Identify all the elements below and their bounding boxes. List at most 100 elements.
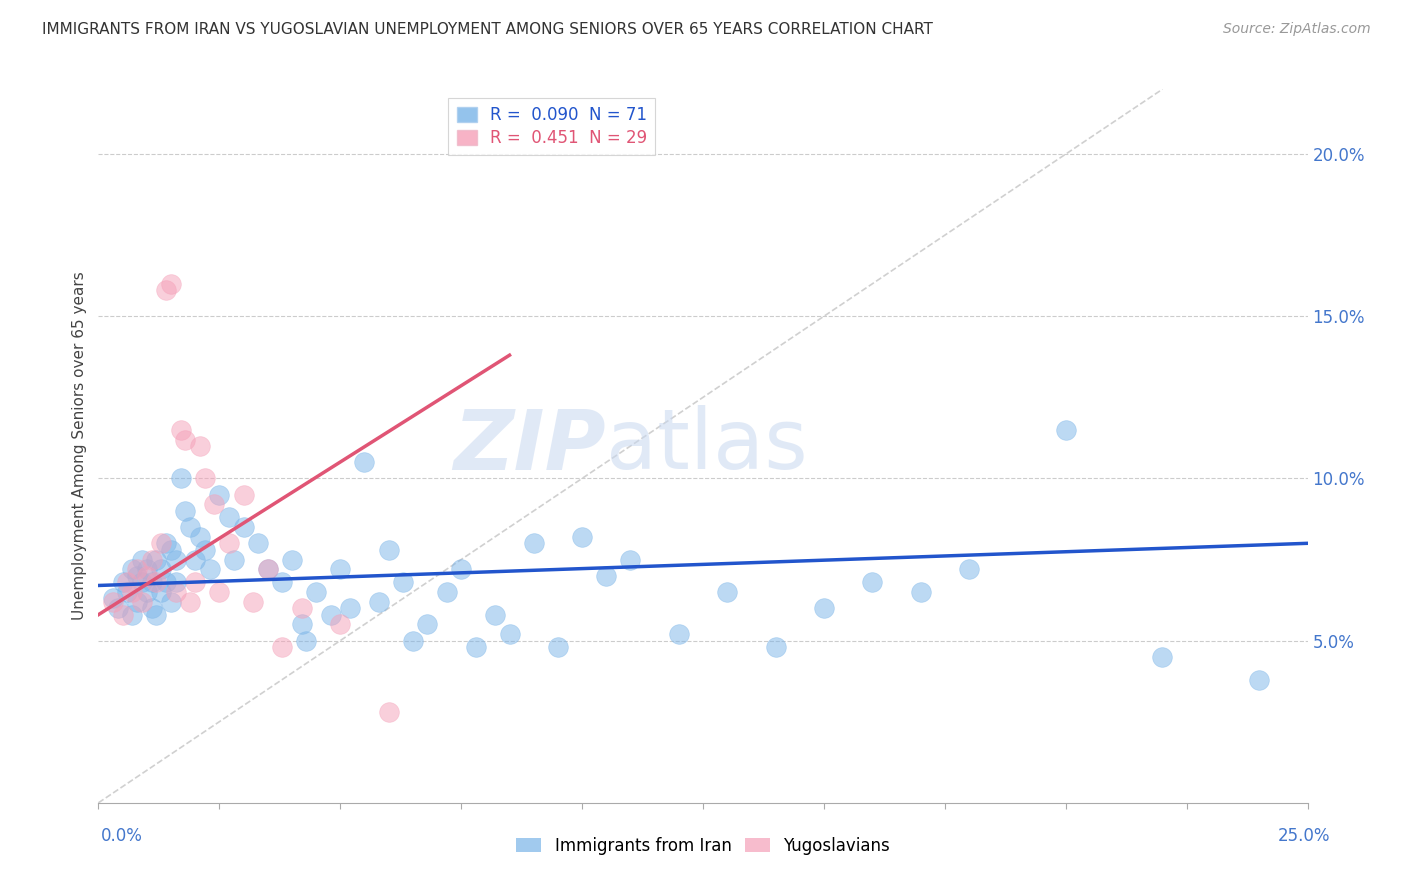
Point xyxy=(416,617,439,632)
Point xyxy=(222,552,245,566)
Point xyxy=(135,585,157,599)
Point xyxy=(464,640,486,654)
Point xyxy=(169,471,191,485)
Point xyxy=(121,585,143,599)
Point xyxy=(208,488,231,502)
Point xyxy=(218,536,240,550)
Point xyxy=(165,552,187,566)
Point xyxy=(184,552,207,566)
Point xyxy=(184,575,207,590)
Point xyxy=(145,575,167,590)
Point xyxy=(111,575,134,590)
Y-axis label: Unemployment Among Seniors over 65 years: Unemployment Among Seniors over 65 years xyxy=(72,272,87,620)
Point xyxy=(392,575,415,590)
Point xyxy=(188,530,211,544)
Point xyxy=(155,536,177,550)
Point xyxy=(436,585,458,599)
Point xyxy=(523,536,546,550)
Point xyxy=(450,562,472,576)
Point xyxy=(377,542,399,557)
Text: atlas: atlas xyxy=(606,406,808,486)
Point xyxy=(135,568,157,582)
Point xyxy=(101,595,124,609)
Point xyxy=(295,633,318,648)
Point xyxy=(218,510,240,524)
Point xyxy=(204,497,226,511)
Point xyxy=(150,562,173,576)
Text: IMMIGRANTS FROM IRAN VS YUGOSLAVIAN UNEMPLOYMENT AMONG SENIORS OVER 65 YEARS COR: IMMIGRANTS FROM IRAN VS YUGOSLAVIAN UNEM… xyxy=(42,22,934,37)
Point xyxy=(305,585,328,599)
Point xyxy=(319,607,342,622)
Point xyxy=(131,575,153,590)
Point xyxy=(256,562,278,576)
Legend: R =  0.090  N = 71, R =  0.451  N = 29: R = 0.090 N = 71, R = 0.451 N = 29 xyxy=(449,97,655,155)
Point xyxy=(160,595,183,609)
Point xyxy=(813,601,835,615)
Point xyxy=(160,542,183,557)
Point xyxy=(498,627,520,641)
Point xyxy=(571,530,593,544)
Point xyxy=(127,562,149,576)
Point xyxy=(121,562,143,576)
Point xyxy=(353,455,375,469)
Point xyxy=(339,601,361,615)
Point xyxy=(329,617,352,632)
Point xyxy=(188,439,211,453)
Point xyxy=(131,552,153,566)
Point xyxy=(169,423,191,437)
Legend: Immigrants from Iran, Yugoslavians: Immigrants from Iran, Yugoslavians xyxy=(509,830,897,862)
Point xyxy=(145,552,167,566)
Point xyxy=(145,607,167,622)
Point xyxy=(668,627,690,641)
Point xyxy=(860,575,883,590)
Point xyxy=(247,536,270,550)
Point xyxy=(329,562,352,576)
Text: Source: ZipAtlas.com: Source: ZipAtlas.com xyxy=(1223,22,1371,37)
Point xyxy=(127,595,149,609)
Point xyxy=(165,585,187,599)
Text: ZIP: ZIP xyxy=(454,406,606,486)
Point xyxy=(117,575,139,590)
Point xyxy=(957,562,980,576)
Point xyxy=(1054,423,1077,437)
Point xyxy=(716,585,738,599)
Point xyxy=(256,562,278,576)
Point xyxy=(127,568,149,582)
Point xyxy=(135,562,157,576)
Point xyxy=(194,542,217,557)
Point xyxy=(174,504,197,518)
Point xyxy=(242,595,264,609)
Point xyxy=(595,568,617,582)
Point xyxy=(619,552,641,566)
Point xyxy=(174,433,197,447)
Point xyxy=(484,607,506,622)
Point xyxy=(101,591,124,606)
Point xyxy=(271,640,294,654)
Point xyxy=(402,633,425,648)
Point xyxy=(179,520,201,534)
Point xyxy=(179,595,201,609)
Point xyxy=(150,536,173,550)
Point xyxy=(1152,649,1174,664)
Point xyxy=(765,640,787,654)
Point xyxy=(198,562,221,576)
Point xyxy=(121,607,143,622)
Point xyxy=(232,520,254,534)
Point xyxy=(155,575,177,590)
Point xyxy=(160,277,183,291)
Point xyxy=(194,471,217,485)
Point xyxy=(117,585,139,599)
Point xyxy=(1249,673,1271,687)
Point xyxy=(155,283,177,297)
Text: 0.0%: 0.0% xyxy=(101,827,143,845)
Point xyxy=(107,601,129,615)
Point xyxy=(141,575,163,590)
Point xyxy=(290,601,312,615)
Point xyxy=(150,585,173,599)
Point xyxy=(165,575,187,590)
Point xyxy=(377,705,399,719)
Point xyxy=(290,617,312,632)
Point xyxy=(910,585,932,599)
Point xyxy=(281,552,304,566)
Point xyxy=(141,552,163,566)
